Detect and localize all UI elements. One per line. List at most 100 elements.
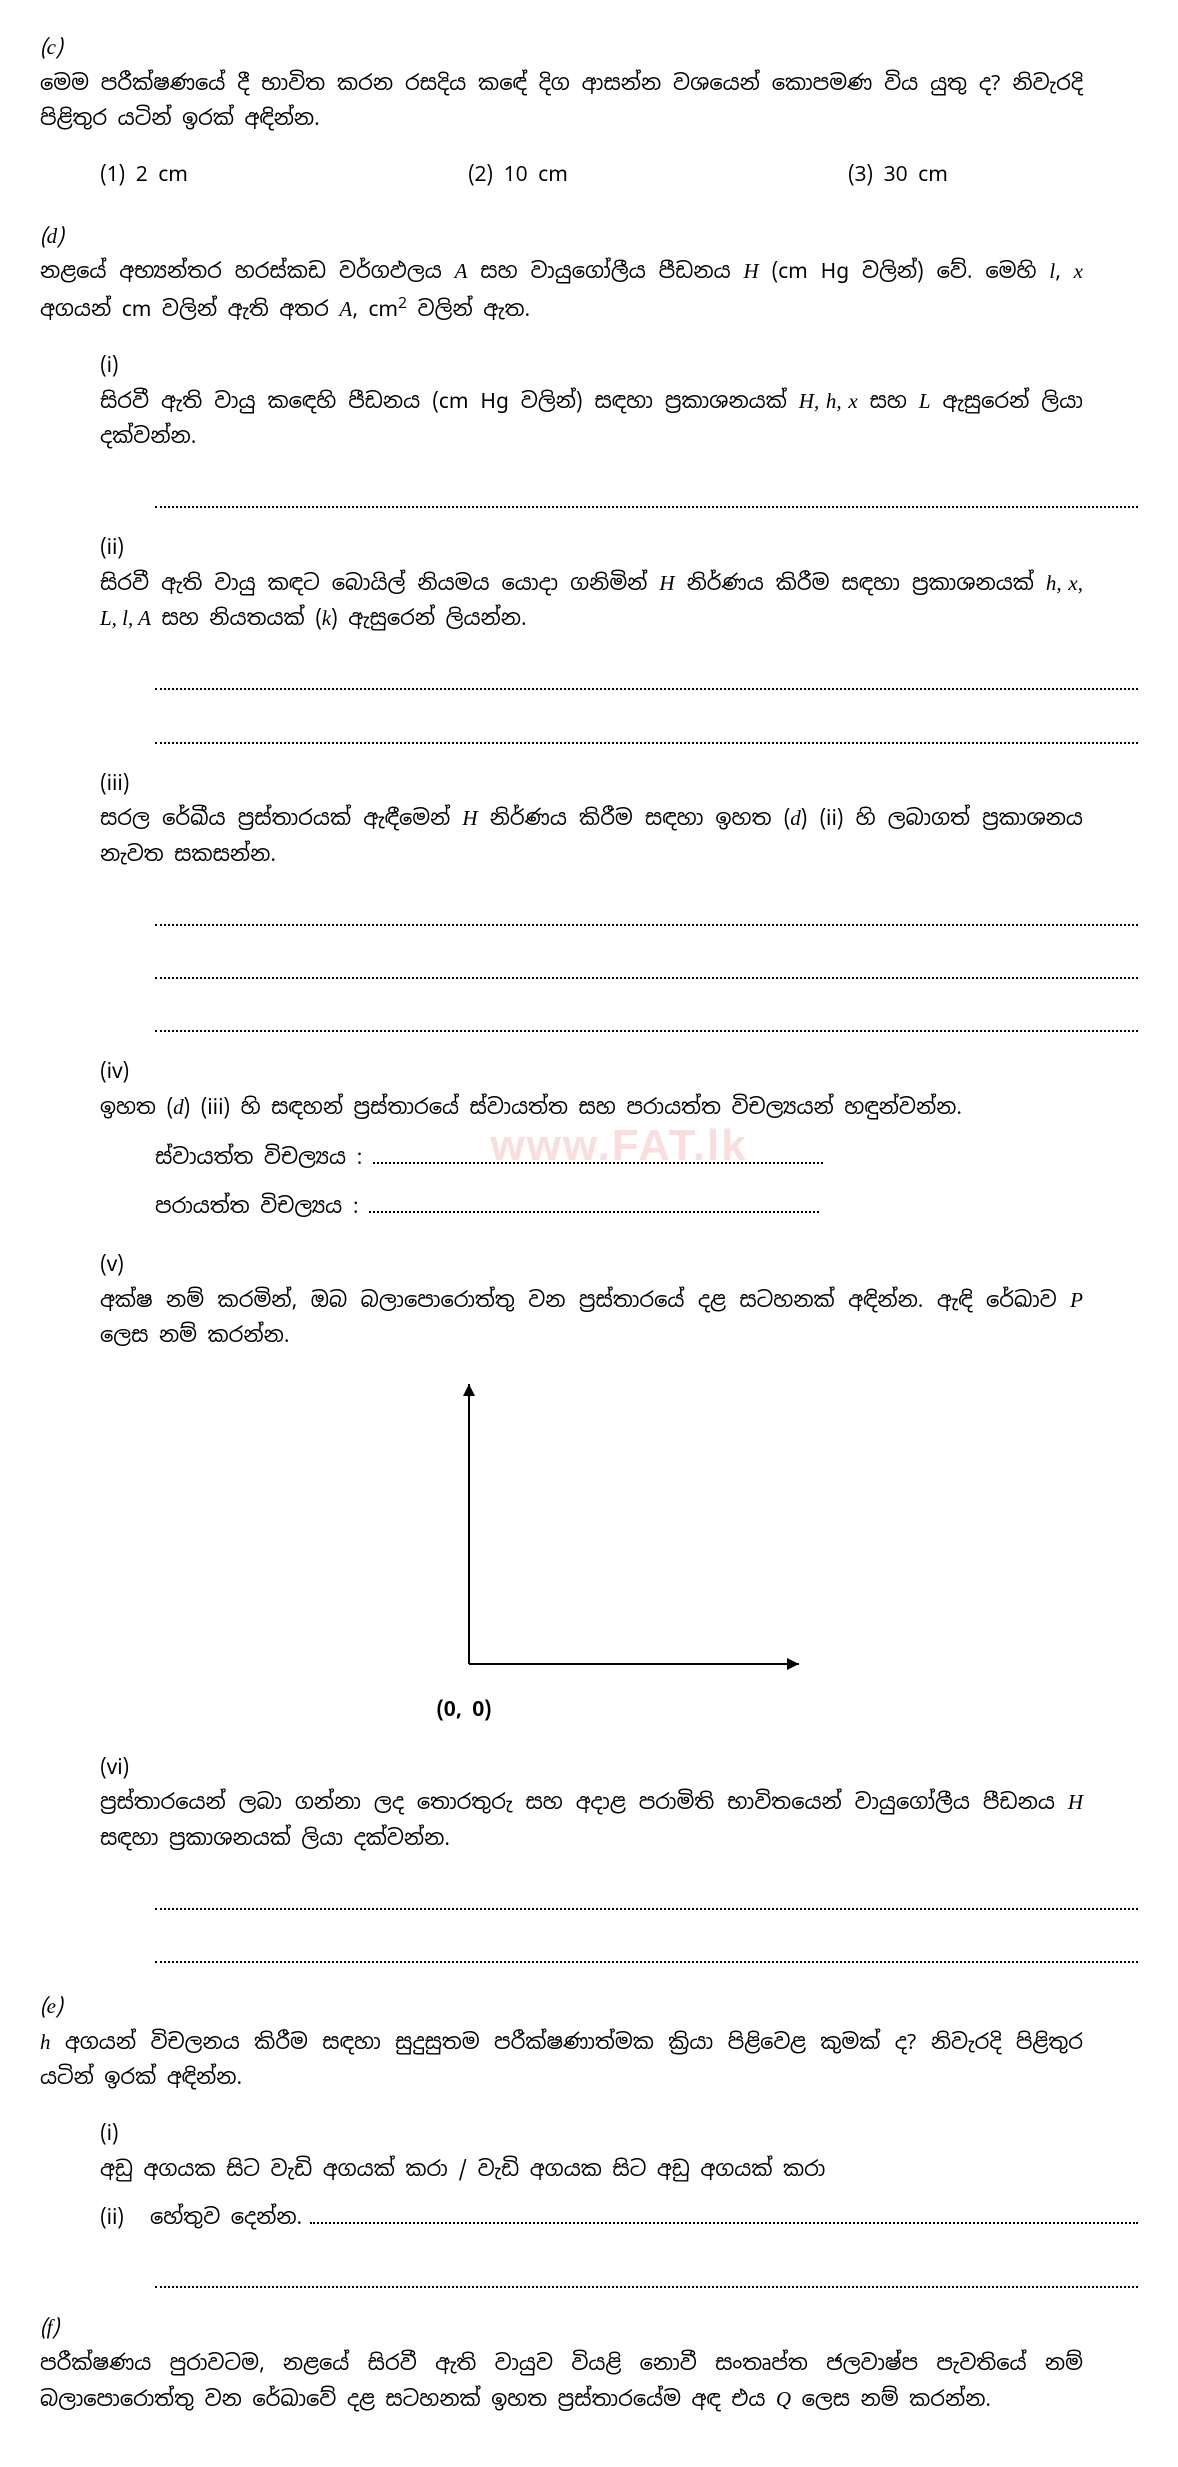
d-text-1: නළයේ අභ්‍යන්තර හරස්කඩ වර්ගඵලය bbox=[40, 258, 455, 285]
question-f-label: (f) bbox=[40, 2310, 90, 2346]
d-i-label: (i) bbox=[100, 348, 150, 384]
e-ii: (ii) හේතුව දෙන්න. bbox=[100, 2200, 1138, 2289]
d-ii: (ii) සිරවී ඇති වායු කඳට බොයිල් නියමය යොද… bbox=[100, 530, 1138, 743]
d-text-5: , cm bbox=[352, 296, 398, 323]
d-v-text: අක්ෂ නම් කරමින්, ඔබ බලාපොරොත්තු වන ප්‍රස… bbox=[100, 1283, 1083, 1354]
d-ii-label: (ii) bbox=[100, 530, 150, 566]
var-A2: A bbox=[339, 297, 352, 321]
e-sublist: (i) අඩු අගයක සිට වැඩි අගයක් කරා / වැඩි අ… bbox=[40, 2116, 1138, 2288]
question-e-label: (e) bbox=[40, 1989, 90, 2025]
f-suf: ලෙස නම් කරන්න. bbox=[791, 2386, 991, 2413]
answer-line[interactable] bbox=[155, 718, 1138, 743]
d-i: (i) සිරවී ඇති වායු කඳෙහි පීඩනය (cm Hg වල… bbox=[100, 348, 1138, 508]
answer-line[interactable] bbox=[373, 1143, 823, 1164]
d-text-4: අගයන් cm වලින් ඇති අතර bbox=[40, 296, 339, 323]
question-f: (f) පරීක්ෂණය පුරාවටම, නළයේ සිරවී ඇති වාය… bbox=[40, 2310, 1138, 2417]
independent-var-row: ස්වායත්ත විචල්‍යය : bbox=[155, 1140, 1138, 1176]
question-d: (d) නළයේ අභ්‍යන්තර හරස්කඩ වර්ගඵලය A සහ ව… bbox=[40, 219, 1138, 328]
answer-line[interactable] bbox=[155, 2263, 1138, 2288]
sup-2: 2 bbox=[398, 292, 407, 313]
question-c-label: (c) bbox=[40, 30, 90, 66]
question-c-text: මෙම පරීක්ෂණයේ දී භාවිත කරන රසදිය කඳේ දිග… bbox=[40, 66, 1083, 137]
answer-line[interactable] bbox=[155, 665, 1138, 690]
d-i-L: L bbox=[919, 389, 931, 413]
d-v-P: P bbox=[1070, 1288, 1083, 1312]
answer-line[interactable] bbox=[155, 1885, 1138, 1910]
origin-label: (0, 0) bbox=[100, 1692, 1138, 1728]
d-iii-pre: සරල රේඛීය ප්‍රස්තාරයක් ඇඳීමෙන් bbox=[100, 805, 462, 832]
e-i-label: (i) bbox=[100, 2116, 150, 2152]
answer-line[interactable] bbox=[155, 483, 1138, 508]
d-iii: (iii) සරල රේඛීය ප්‍රස්තාරයක් ඇඳීමෙන් H න… bbox=[100, 766, 1138, 1033]
e-i-text[interactable]: අඩු අගයක සිට වැඩි අගයක් කරා / වැඩි අගයක … bbox=[100, 2152, 1083, 2188]
question-e-text: h අගයන් විචලනය කිරීම සඳහා සුදුසුතම පරීක්… bbox=[40, 2025, 1083, 2096]
d-ii-suf: ) ඇසුරෙන් ලියන්න. bbox=[331, 605, 527, 632]
dependent-label: පරායත්ත විචල්‍යය : bbox=[155, 1189, 359, 1225]
d-iv-suf: ) (iii) හි සඳහන් ප්‍රස්තාරයේ ස්වායත්ත සහ… bbox=[184, 1094, 962, 1121]
f-Q: Q bbox=[776, 2387, 791, 2411]
var-l: l bbox=[1049, 259, 1055, 283]
var-A: A bbox=[455, 259, 468, 283]
dependent-var-row: පරායත්ත විචල්‍යය : bbox=[155, 1189, 1138, 1225]
d-vi: (vi) ප්‍රස්තාරයෙන් ලබා ගන්නා ලද තොරතුරු … bbox=[100, 1750, 1138, 1963]
d-text-6: වලින් ඇත. bbox=[407, 296, 530, 323]
d-ii-text: සිරවී ඇති වායු කඳට බොයිල් නියමය යොදා ගනි… bbox=[100, 566, 1083, 637]
d-vi-label: (vi) bbox=[100, 1750, 150, 1786]
option-3[interactable]: (3) 30 cm bbox=[848, 157, 948, 193]
d-vi-text: ප්‍රස්තාරයෙන් ලබා ගන්නා ලද තොරතුරු සහ අද… bbox=[100, 1785, 1083, 1856]
axes-svg bbox=[429, 1374, 809, 1684]
d-v-pre: අක්ෂ නම් කරමින්, ඔබ බලාපොරොත්තු වන ප්‍රස… bbox=[100, 1287, 1070, 1314]
d-iv-d: d bbox=[173, 1095, 184, 1119]
d-iii-H: H bbox=[462, 806, 477, 830]
question-d-label: (d) bbox=[40, 219, 90, 255]
d-iv: (iv) ඉහත (d) (iii) හි සඳහන් ප්‍රස්තාරයේ … bbox=[100, 1054, 1138, 1225]
d-text-3: (cm Hg වලින්) වේ. මෙහි bbox=[759, 258, 1050, 285]
answer-line[interactable] bbox=[155, 901, 1138, 926]
d-v-suf: ලෙස නම් කරන්න. bbox=[100, 1322, 289, 1349]
d-vi-H: H bbox=[1068, 1790, 1083, 1814]
e-ii-text: හේතුව දෙන්න. bbox=[150, 2200, 302, 2236]
d-iv-text: ඉහත (d) (iii) හි සඳහන් ප්‍රස්තාරයේ ස්වාය… bbox=[100, 1090, 1083, 1126]
d-iii-d: d bbox=[790, 806, 801, 830]
e-var-h: h bbox=[40, 2030, 51, 2054]
d-ii-k: k bbox=[322, 606, 331, 630]
d-i-pre: සිරවී ඇති වායු කඳෙහි පීඩනය (cm Hg වලින්)… bbox=[100, 388, 799, 415]
d-iii-text: සරල රේඛීය ප්‍රස්තාරයක් ඇඳීමෙන් H නිර්ණය … bbox=[100, 801, 1083, 872]
d-ii-mid2: සහ නියතයක් ( bbox=[151, 605, 322, 632]
d-i-mid: සහ bbox=[858, 388, 919, 415]
d-iii-mid: නිර්ණය කිරීම සඳහා ඉහත ( bbox=[478, 805, 791, 832]
independent-label: ස්වායත්ත විචල්‍යය : bbox=[155, 1140, 363, 1176]
graph-axes[interactable] bbox=[100, 1374, 1138, 1684]
e-ii-label: (ii) bbox=[100, 2200, 150, 2236]
e-text: අගයන් විචලනය කිරීම සඳහා සුදුසුතම පරීක්ෂණ… bbox=[40, 2029, 1083, 2092]
var-H: H bbox=[744, 259, 759, 283]
d-iii-label: (iii) bbox=[100, 766, 150, 802]
question-f-text: පරීක්ෂණය පුරාවටම, නළයේ සිරවී ඇති වායුව ව… bbox=[40, 2346, 1083, 2417]
option-1[interactable]: (1) 2 cm bbox=[100, 157, 188, 193]
d-i-vars: H, h, x bbox=[799, 389, 858, 413]
d-ii-H: H bbox=[659, 571, 674, 595]
answer-line[interactable] bbox=[369, 1192, 819, 1213]
question-d-text: නළයේ අභ්‍යන්තර හරස්කඩ වර්ගඵලය A සහ වායුග… bbox=[40, 254, 1083, 327]
d-sublist: (i) සිරවී ඇති වායු කඳෙහි පීඩනය (cm Hg වල… bbox=[40, 348, 1138, 1963]
answer-line[interactable] bbox=[155, 1007, 1138, 1032]
answer-line[interactable] bbox=[155, 954, 1138, 979]
d-v-label: (v) bbox=[100, 1247, 150, 1283]
answer-line[interactable] bbox=[310, 2203, 1138, 2224]
d-vi-pre: ප්‍රස්තාරයෙන් ලබා ගන්නා ලද තොරතුරු සහ අද… bbox=[100, 1789, 1068, 1816]
option-2[interactable]: (2) 10 cm bbox=[468, 157, 568, 193]
d-i-text: සිරවී ඇති වායු කඳෙහි පීඩනය (cm Hg වලින්)… bbox=[100, 384, 1083, 455]
question-c: (c) මෙම පරීක්ෂණයේ දී භාවිත කරන රසදිය කඳේ… bbox=[40, 30, 1138, 137]
var-x: x bbox=[1074, 259, 1083, 283]
d-v: (v) අක්ෂ නම් කරමින්, ඔබ බලාපොරොත්තු වන ප… bbox=[100, 1247, 1138, 1728]
answer-line[interactable] bbox=[155, 1938, 1138, 1963]
d-ii-pre: සිරවී ඇති වායු කඳට බොයිල් නියමය යොදා ගනි… bbox=[100, 570, 659, 597]
question-e: (e) h අගයන් විචලනය කිරීම සඳහා සුදුසුතම ප… bbox=[40, 1989, 1138, 2096]
d-vi-suf: සඳහා ප්‍රකාශනයක් ලියා දක්වන්න. bbox=[100, 1825, 450, 1852]
d-ii-mid: නිර්ණය කිරීම සඳහා ප්‍රකාශනයක් bbox=[675, 570, 1046, 597]
d-text-2: සහ වායුගෝලීය පීඩනය bbox=[467, 258, 743, 285]
d-iv-pre: ඉහත ( bbox=[100, 1094, 173, 1121]
question-c-options: (1) 2 cm (2) 10 cm (3) 30 cm bbox=[40, 157, 1138, 193]
e-i: (i) අඩු අගයක සිට වැඩි අගයක් කරා / වැඩි අ… bbox=[100, 2116, 1138, 2187]
d-iv-label: (iv) bbox=[100, 1054, 150, 1090]
